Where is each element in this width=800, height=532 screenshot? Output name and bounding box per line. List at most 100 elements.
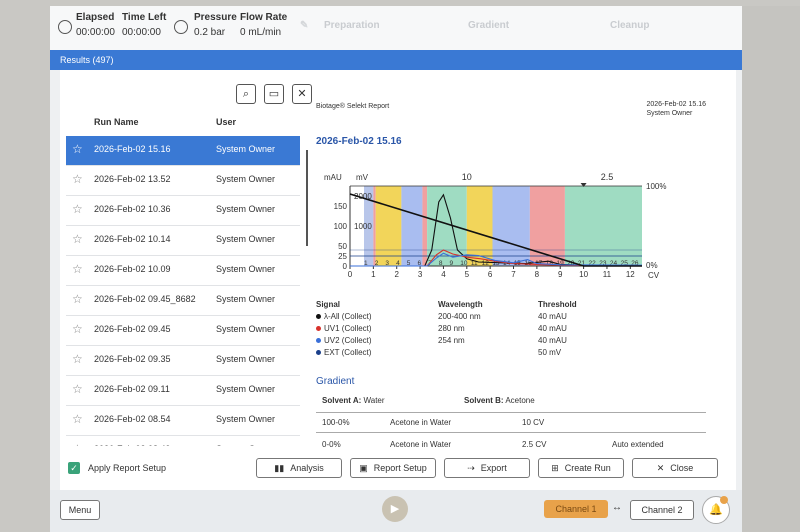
run-name-header[interactable]: Run Name: [94, 117, 139, 127]
series-line-gradient: [349, 193, 642, 267]
star-icon[interactable]: ☆: [72, 142, 83, 156]
apply-report-setup-checkbox[interactable]: ✓: [68, 462, 80, 474]
run-owner: System Owner: [216, 174, 276, 184]
fraction-band: [401, 186, 423, 266]
star-icon[interactable]: ☆: [72, 202, 83, 216]
close-button[interactable]: ✕ Close: [632, 458, 718, 478]
bell-icon: 🔔: [709, 504, 723, 516]
signal-wavelength-cell: 200-400 nm: [438, 312, 481, 321]
channel-1-button[interactable]: Channel 1: [544, 500, 608, 518]
fraction-number: 18: [546, 260, 554, 267]
phase-gradient: Gradient: [468, 20, 510, 31]
flow-label: Flow Rate: [240, 12, 288, 23]
fraction-number: 25: [621, 260, 629, 267]
run-row[interactable]: ☆ 2026-Feb-02 08.54 System Owner: [66, 406, 300, 436]
run-list-scrollbar[interactable]: [306, 150, 308, 246]
run-row[interactable]: ☆ 2026-Feb-02 10.36 System Owner: [66, 196, 300, 226]
signal-threshold: 40 mAU: [538, 336, 567, 345]
star-icon[interactable]: ☆: [72, 322, 83, 336]
run-owner: System Owner: [216, 414, 276, 424]
star-icon[interactable]: ☆: [72, 352, 83, 366]
user-header[interactable]: User: [216, 117, 237, 127]
series-line-all: [350, 193, 643, 267]
star-icon[interactable]: ☆: [72, 382, 83, 396]
menu-button[interactable]: Menu: [60, 500, 100, 520]
swap-arrows-icon: ↔: [612, 502, 622, 513]
create-run-button[interactable]: ⊞ Create Run: [538, 458, 624, 478]
mv-unit-label: mV: [356, 173, 369, 182]
run-row[interactable]: ☆ 2026-Feb-02 09.45_8682 System Owner: [66, 286, 300, 316]
star-icon[interactable]: ☆: [72, 442, 83, 446]
signal-row: λ-All (Collect): [316, 312, 372, 321]
y-tick-label: 50: [338, 242, 347, 251]
elapsed-block: Elapsed 00:00:00: [76, 12, 115, 38]
report-setup-button[interactable]: ▣ Report Setup: [350, 458, 436, 478]
signal-color-dot: [316, 338, 321, 343]
x-axis-label: CV: [648, 271, 660, 280]
report-header-right: 2026-Feb-02 15.16 System Owner: [646, 100, 706, 118]
notifications-button[interactable]: 🔔: [702, 496, 730, 524]
gradient-note: Auto extended: [612, 440, 664, 449]
view-toggle-button[interactable]: ▭: [264, 84, 284, 104]
footer-bar: Menu ▶ Channel 1 ↔ Channel 2 🔔: [50, 490, 742, 532]
wavelength-header: Wavelength: [438, 300, 483, 309]
run-name: 2026-Feb-02 15.16: [94, 144, 171, 154]
run-row[interactable]: ☆ 2026-Feb-02 08.49 System Owner: [66, 436, 300, 446]
y-tick-label: 100: [334, 222, 348, 231]
fraction-number: 12: [482, 260, 490, 267]
run-row[interactable]: ☆ 2026-Feb-02 09.11 System Owner: [66, 376, 300, 406]
fraction-band: [373, 186, 376, 266]
device-bezel-top: [0, 0, 800, 6]
divider: [316, 432, 706, 433]
run-list[interactable]: ☆ 2026-Feb-02 15.16 System Owner ☆ 2026-Feb-…: [66, 136, 300, 446]
fraction-number: 22: [589, 260, 597, 267]
run-name: 2026-Feb-02 09.45: [94, 324, 171, 334]
fraction-number: 1: [364, 260, 368, 267]
fraction-band: [427, 186, 467, 266]
search-button[interactable]: ⌕: [236, 84, 256, 104]
usb-icon: ⇢: [467, 463, 475, 473]
pencil-icon: ✎: [300, 20, 309, 31]
analysis-button[interactable]: ▮▮ Analysis: [256, 458, 342, 478]
run-row[interactable]: ☆ 2026-Feb-02 10.14 System Owner: [66, 226, 300, 256]
search-icon: ⌕: [242, 88, 250, 100]
star-icon[interactable]: ☆: [72, 172, 83, 186]
signal-name: λ-All (Collect): [324, 312, 372, 321]
fraction-band: [364, 186, 374, 266]
elapsed-value: 00:00:00: [76, 27, 115, 38]
run-name: 2026-Feb-02 09.35: [94, 354, 171, 364]
results-tab[interactable]: Results (497): [60, 55, 114, 65]
star-icon[interactable]: ☆: [72, 292, 83, 306]
status-bar: Elapsed 00:00:00 Time Left 00:00:00 Pres…: [50, 6, 742, 51]
fraction-band: [564, 186, 642, 266]
channel-2-button[interactable]: Channel 2: [630, 500, 694, 520]
fraction-number: 13: [492, 260, 500, 267]
action-bar: ✓ Apply Report Setup ▮▮ Analysis ▣ Report …: [60, 454, 736, 484]
run-owner: System Owner: [216, 264, 276, 274]
star-icon[interactable]: ☆: [72, 232, 83, 246]
y-tick-label: 150: [334, 202, 348, 211]
close-label: Close: [670, 463, 694, 473]
run-row[interactable]: ☆ 2026-Feb-02 13.52 System Owner: [66, 166, 300, 196]
export-button[interactable]: ⇢ Export: [444, 458, 530, 478]
play-button[interactable]: ▶: [382, 496, 408, 522]
percent-top-label: 100%: [646, 182, 666, 191]
fraction-band: [529, 186, 565, 266]
run-owner: System Owner: [216, 354, 276, 364]
run-row[interactable]: ☆ 2026-Feb-02 10.09 System Owner: [66, 256, 300, 286]
run-row[interactable]: ☆ 2026-Feb-02 15.16 System Owner: [66, 136, 300, 166]
run-name: 2026-Feb-02 10.09: [94, 264, 171, 274]
run-owner: System Owner: [216, 324, 276, 334]
star-icon[interactable]: ☆: [72, 262, 83, 276]
run-row[interactable]: ☆ 2026-Feb-02 09.35 System Owner: [66, 346, 300, 376]
threshold-header: Threshold: [538, 300, 577, 309]
clear-button[interactable]: ✕: [292, 84, 312, 104]
star-icon[interactable]: ☆: [72, 412, 83, 426]
x-tick-label: 1: [371, 270, 376, 279]
run-row[interactable]: ☆ 2026-Feb-02 09.45 System Owner: [66, 316, 300, 346]
y-tick-label: 25: [338, 252, 347, 261]
run-name: 2026-Feb-02 10.36: [94, 204, 171, 214]
percent-bottom-label: 0%: [646, 261, 658, 270]
solvent-a: Solvent A: Water: [322, 396, 385, 405]
fraction-number: 23: [599, 260, 607, 267]
